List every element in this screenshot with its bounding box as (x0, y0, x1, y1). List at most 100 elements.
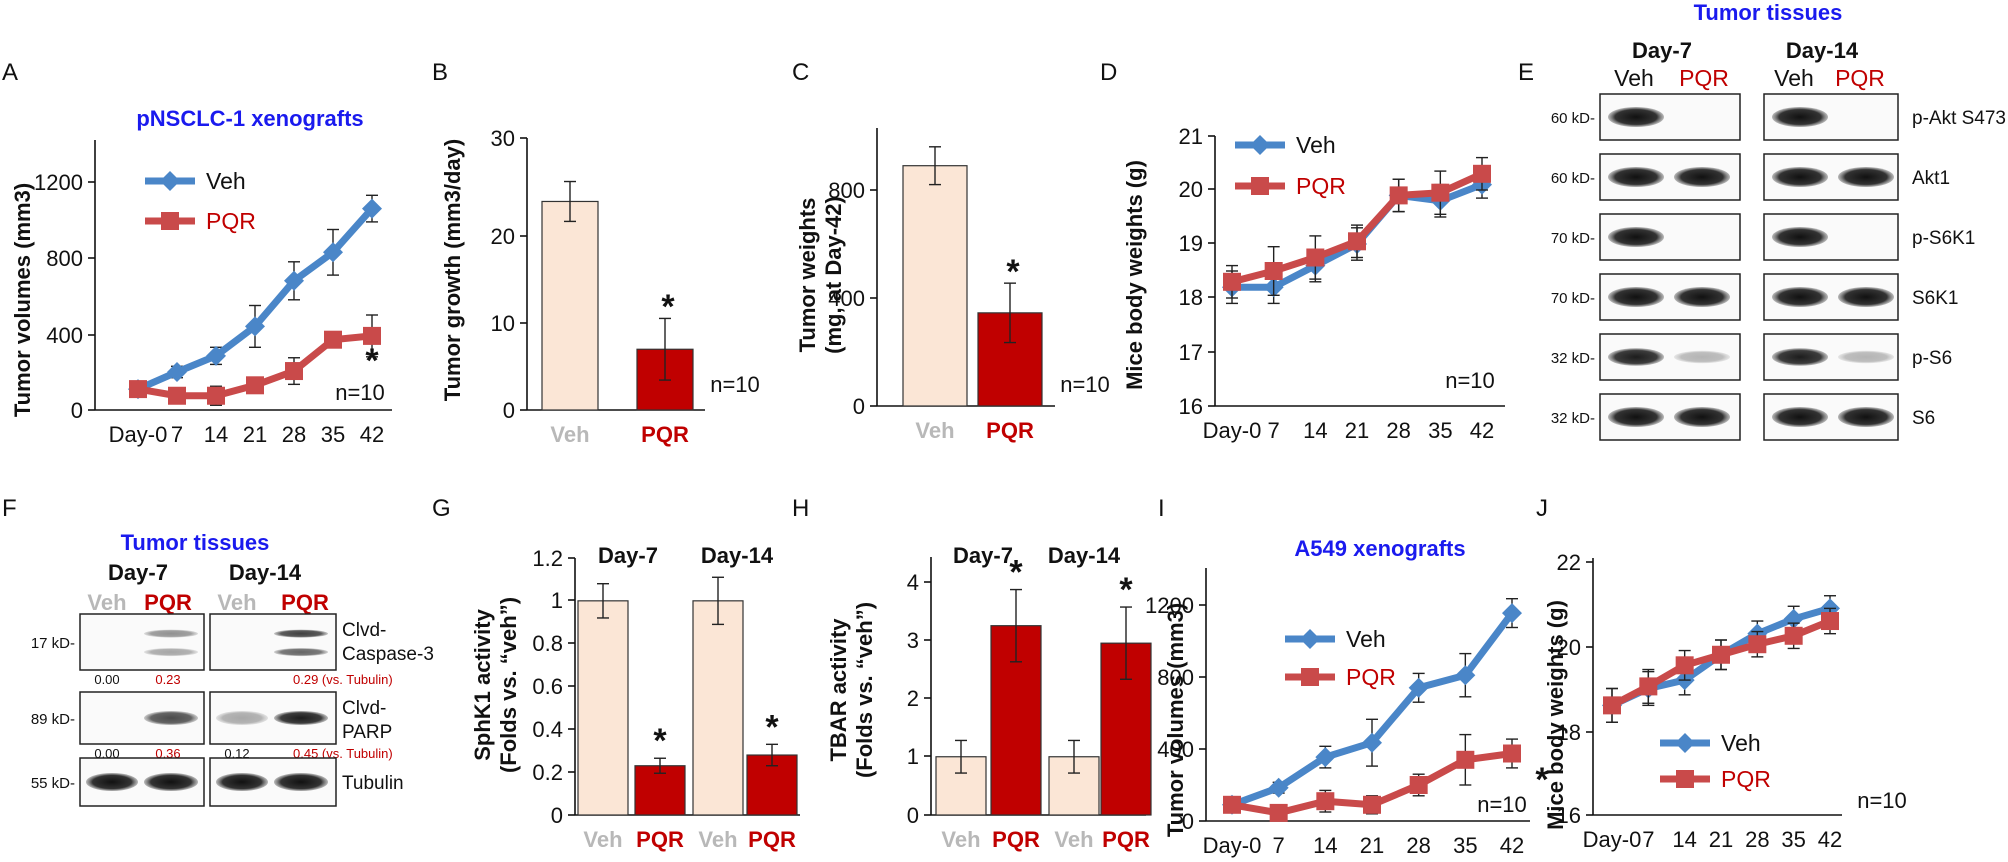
chart-c-category-label: PQR (986, 418, 1034, 443)
chart-j-point-pqr (1603, 696, 1621, 715)
chart-h-significance-star: * (1119, 571, 1133, 609)
chart-c-ytick-label: 0 (853, 394, 865, 419)
chart-b-category-label: Veh (550, 422, 589, 447)
chart-d-xtick-label: 7 (1268, 418, 1280, 443)
blot-f-lane-veh-1: Veh (87, 590, 126, 615)
panel-label-e: E (1518, 59, 1534, 86)
chart-d-legend-label-veh: Veh (1296, 132, 1336, 158)
chart-d-point-pqr (1389, 186, 1408, 205)
chart-d-point-pqr (1264, 262, 1283, 280)
chart-i-legend-label-veh: Veh (1346, 626, 1386, 652)
chart-b-significance-star: * (661, 288, 675, 326)
chart-a-significance-star: * (365, 342, 379, 380)
blot-e-title: Tumor tissues (1694, 0, 1843, 25)
blot-e-band (1772, 287, 1828, 307)
blot-e-protein-label: p-S6K1 (1912, 228, 1975, 249)
blot-e-protein-label: S6K1 (1912, 288, 1958, 309)
blot-e-band (1838, 167, 1894, 187)
chart-i-title: A549 xenografts (1294, 536, 1465, 561)
chart-j-xtick-label: 7 (1642, 827, 1654, 852)
chart-a-xtick-label: 21 (243, 422, 267, 447)
chart-j-point-pqr (1748, 635, 1767, 654)
chart-j-legend-label-pqr: PQR (1721, 766, 1771, 792)
chart-a-title: pNSCLC-1 xenografts (136, 106, 363, 131)
chart-g-ytick-label: 0.4 (532, 717, 563, 742)
chart-a-legend-label-pqr: PQR (206, 208, 256, 234)
chart-g-ytick-label: 0.2 (532, 760, 563, 785)
chart-i-point-pqr (1316, 792, 1335, 811)
svg-text:TBAR activity: TBAR activity (826, 618, 851, 762)
chart-a-ytick-label: 1200 (34, 170, 83, 195)
chart-a-point-pqr (207, 386, 225, 405)
chart-i-ytick-label: 1200 (1145, 593, 1194, 618)
chart-b-ylabel: Tumor growth (mm3/day) (440, 139, 465, 401)
blot-e-band (1838, 350, 1894, 364)
blot-f-band (216, 711, 268, 725)
chart-a-point-veh (245, 316, 265, 337)
chart-a-point-pqr (324, 330, 342, 349)
blot-f-band (144, 773, 198, 791)
panel-label-h: H (792, 495, 809, 522)
blot-e-protein-label: p-Akt S473 (1912, 108, 2006, 129)
chart-a-ytick-label: 800 (46, 246, 83, 271)
panel-label-i: I (1158, 495, 1165, 522)
blot-e-band (1674, 350, 1730, 364)
chart-c-ylabel: Tumor weights (mg, at Day-42) (795, 196, 846, 354)
chart-a-ytick-label: 400 (46, 323, 83, 348)
svg-text:(Folds vs. “veh”): (Folds vs. “veh”) (496, 597, 521, 773)
chart-i-significance-star: * (1535, 761, 1549, 799)
chart-c-ytick-label: 800 (828, 178, 865, 203)
chart-j-ylabel: Mice body weights (g) (1543, 600, 1568, 830)
chart-a-point-pqr (285, 362, 303, 381)
chart-a-xtick-label: 42 (360, 422, 384, 447)
svg-text:SphK1 activity: SphK1 activity (470, 608, 495, 760)
chart-d-ytick-label: 19 (1179, 231, 1203, 256)
chart-a-point-pqr (246, 376, 264, 395)
chart-g-ytick-label: 0.6 (532, 674, 563, 699)
blot-f-band (144, 629, 198, 638)
chart-j-point-pqr (1675, 656, 1694, 675)
chart-g-ytick-label: 1.2 (532, 546, 563, 571)
svg-text:Tumor weights: Tumor weights (795, 198, 820, 353)
chart-g-group-day14: Day-14 (701, 543, 774, 568)
svg-text:(mg, at Day-42): (mg, at Day-42) (821, 196, 846, 354)
blot-e-band (1838, 407, 1894, 427)
blot-f-kd-marker: 17 kD- (31, 635, 75, 652)
chart-b-ytick-label: 20 (491, 224, 515, 249)
blot-e-band (1772, 167, 1828, 187)
chart-a-point-pqr (129, 380, 147, 399)
blot-f-lane-veh-2: Veh (217, 590, 256, 615)
blot-e-band (1772, 407, 1828, 427)
chart-j-ytick-label: 18 (1557, 720, 1581, 745)
blot-e-band (1608, 287, 1664, 307)
chart-j-point-pqr (1821, 612, 1839, 631)
chart-g-group-day7: Day-7 (598, 543, 658, 568)
blot-f-band (274, 648, 328, 657)
chart-i-xtick-label: 21 (1360, 833, 1384, 858)
chart-g-bar-veh (577, 600, 629, 816)
blot-e-lane-veh-1: Veh (1614, 65, 1654, 91)
blot-f-band (144, 648, 198, 657)
chart-c-n-label: n=10 (1060, 372, 1110, 397)
blot-e-protein-label: S6 (1912, 408, 1935, 429)
blot-f-band (86, 773, 138, 791)
chart-j-ytick-label: 22 (1557, 550, 1581, 575)
blot-f-protein-label-2: Caspase-3 (342, 644, 434, 665)
blot-e-kd-marker: 60 kD- (1551, 110, 1595, 127)
blot-e-protein-label: p-S6 (1912, 348, 1952, 369)
blot-e-band (1608, 167, 1664, 187)
chart-i-xtick-label: 14 (1313, 833, 1337, 858)
chart-j-point-veh (1783, 608, 1804, 629)
chart-b-ytick-label: 10 (491, 311, 515, 336)
panel-label-c: C (792, 59, 809, 86)
blot-f-band (274, 773, 328, 791)
blot-f-band (216, 773, 268, 791)
chart-i-xtick-label: 7 (1273, 833, 1285, 858)
chart-c-bar-veh (902, 165, 968, 407)
blot-e-lane-pqr-1: PQR (1679, 65, 1729, 91)
chart-d-ytick-label: 21 (1179, 124, 1203, 149)
chart-j-xtick-label: 28 (1745, 827, 1769, 852)
chart-i-point-pqr (1223, 795, 1241, 814)
chart-d-point-pqr (1431, 183, 1450, 202)
